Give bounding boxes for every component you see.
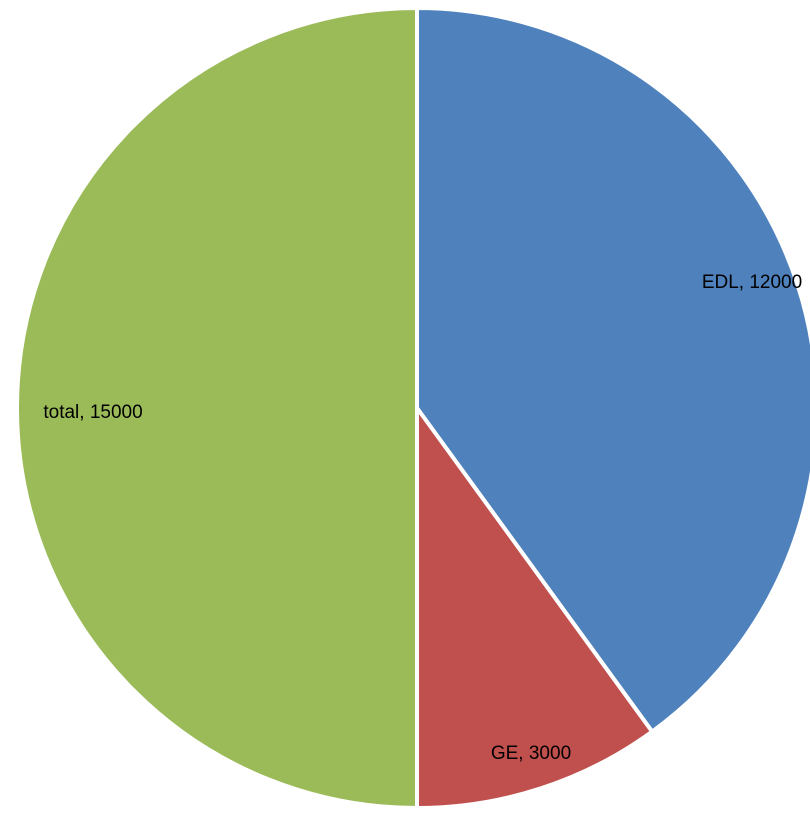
data-label-total: total, 15000 [43,402,142,423]
pie-slice-total [15,6,419,810]
data-label-ge: GE, 3000 [491,743,571,764]
pie-data-labels: EDL, 12000 GE, 3000 total, 15000 [43,272,802,764]
pie-slice-edl [415,6,810,734]
pie-slices [15,6,810,810]
data-label-edl: EDL, 12000 [702,272,802,293]
pie-slice-ge [415,406,655,810]
